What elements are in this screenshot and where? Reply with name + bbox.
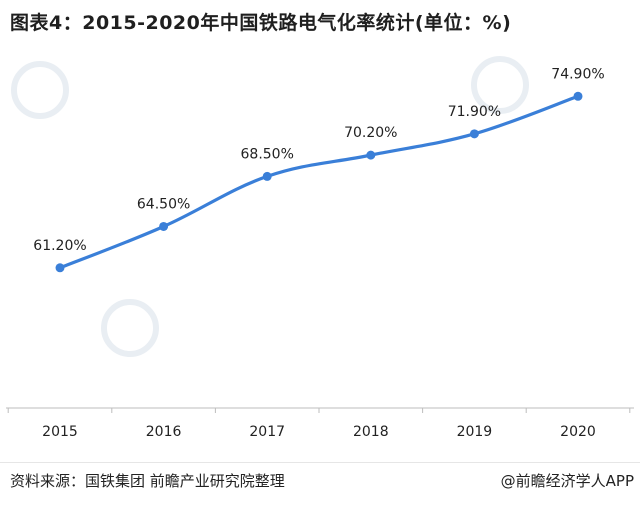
data-point-2017: [262, 171, 272, 181]
data-label-2017: 68.50%: [241, 146, 294, 162]
data-label-2015: 61.20%: [33, 238, 86, 254]
data-label-2018: 70.20%: [344, 125, 397, 141]
x-tick-label: 2017: [249, 424, 285, 440]
data-point-2015: [55, 263, 65, 273]
footer-divider: [0, 462, 640, 503]
credit-note: @前瞻经济学人APP: [500, 472, 634, 490]
chart-title: 图表4：2015-2020年中国铁路电气化率统计(单位：%): [10, 12, 512, 34]
x-axis: 2015 2016 2017 2018 2019 2020: [6, 407, 634, 440]
data-point-2016: [159, 221, 169, 231]
data-point-2019: [469, 129, 479, 139]
series-line: [58, 94, 580, 270]
watermark: [11, 56, 529, 357]
data-point-2018: [366, 150, 376, 160]
data-label-layer: 61.20% 64.50% 68.50% 70.20% 71.90% 74.90%: [33, 66, 604, 254]
data-point-2020: [573, 91, 583, 101]
x-tick-label: 2020: [560, 424, 596, 440]
x-tick-label: 2015: [42, 424, 78, 440]
series-layer: [55, 91, 583, 273]
line-chart: 2015 2016 2017 2018 2019 2020 61.20% 64.50% 68.…: [6, 56, 634, 440]
source-note: 资料来源：国铁集团 前瞻产业研究院整理: [10, 472, 285, 490]
data-label-2020: 74.90%: [551, 66, 604, 82]
x-tick-label: 2016: [146, 424, 182, 440]
watermark-logo-2: [11, 61, 69, 119]
data-label-2016: 64.50%: [137, 196, 190, 212]
data-label-2019: 71.90%: [448, 104, 501, 120]
x-tick-label: 2019: [457, 424, 493, 440]
watermark-logo-1: [471, 56, 529, 114]
x-tick-label: 2018: [353, 424, 389, 440]
watermark-logo-0: [101, 299, 159, 357]
